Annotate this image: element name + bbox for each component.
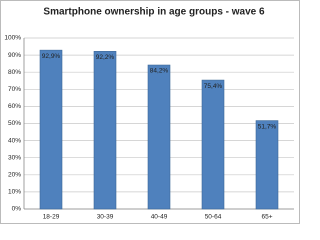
value-label: 84,2% xyxy=(150,68,169,75)
value-label: 75,4% xyxy=(204,83,223,90)
y-tick-label: 40% xyxy=(8,137,21,144)
value-label: 92,9% xyxy=(42,53,61,60)
x-tick-label: 18-29 xyxy=(43,214,60,221)
value-label: 92,2% xyxy=(96,54,115,61)
y-tick-label: 80% xyxy=(8,69,21,76)
bar xyxy=(39,49,63,210)
bar xyxy=(93,51,117,210)
y-tick-label: 0% xyxy=(12,206,22,213)
y-tick-label: 60% xyxy=(8,103,21,110)
y-tick-label: 20% xyxy=(8,172,21,179)
y-tick-label: 100% xyxy=(4,35,21,42)
x-tick-label: 30-39 xyxy=(97,214,114,221)
y-tick-label: 90% xyxy=(8,52,21,59)
x-tick-label: 40-49 xyxy=(151,214,168,221)
value-label: 51,7% xyxy=(258,123,277,130)
y-tick-label: 70% xyxy=(8,86,21,93)
x-tick-label: 50-64 xyxy=(205,214,222,221)
bar xyxy=(255,120,279,210)
bar xyxy=(201,79,225,210)
y-tick-label: 50% xyxy=(8,120,21,127)
y-tick-label: 10% xyxy=(8,189,21,196)
page: Smartphone ownership in age groups - wav… xyxy=(0,0,300,224)
chart-title: Smartphone ownership in age groups - wav… xyxy=(43,7,265,18)
y-tick-label: 30% xyxy=(8,154,21,161)
chart: Smartphone ownership in age groups - wav… xyxy=(0,0,300,224)
bar xyxy=(147,64,171,210)
x-tick-label: 65+ xyxy=(261,214,272,221)
